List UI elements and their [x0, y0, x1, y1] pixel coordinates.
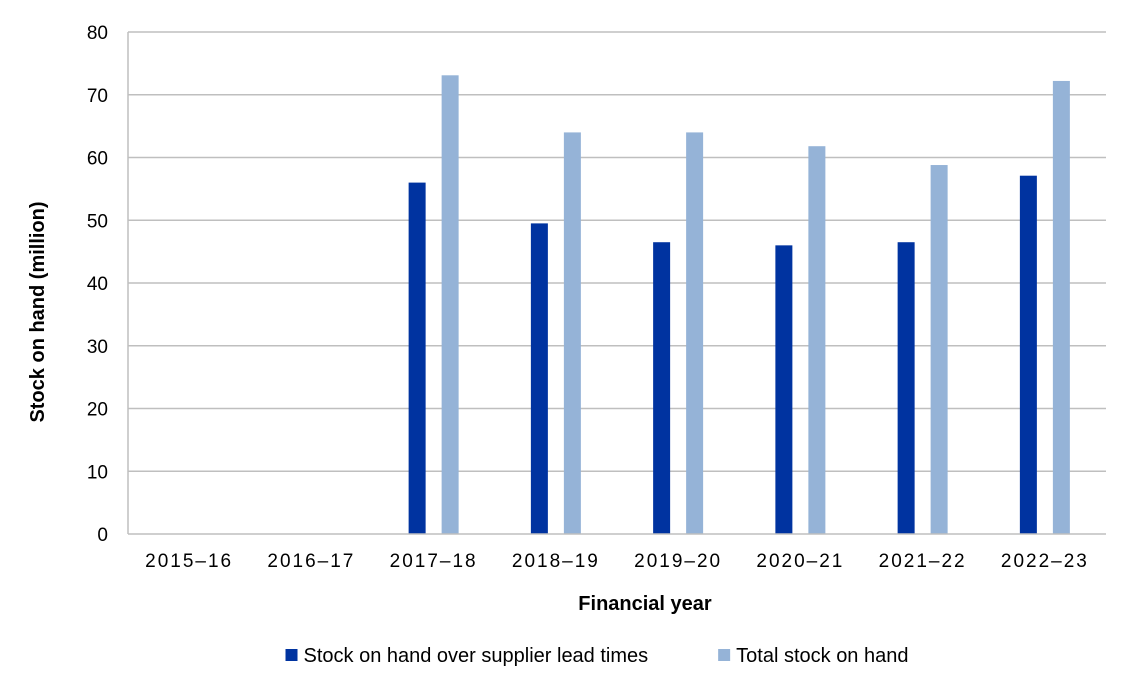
- bar: [1019, 175, 1037, 534]
- y-tick-label: 30: [87, 337, 108, 358]
- x-tick-label: 2020–21: [756, 551, 844, 572]
- x-tick-label: 2022–23: [1001, 551, 1089, 572]
- bars: [408, 75, 1070, 535]
- axes: 0 10 20 30 40 50 60 70 80 2015–16 2016–17 2017–18 20…: [87, 23, 1106, 572]
- x-tick-label: 2019–20: [634, 551, 722, 572]
- x-tick-label: 2021–22: [879, 551, 967, 572]
- y-tick-label: 50: [87, 211, 108, 232]
- legend-label: Stock on hand over supplier lead times: [304, 645, 649, 667]
- y-tick-label: 60: [87, 149, 108, 170]
- y-axis-title: Stock on hand (million): [27, 201, 49, 422]
- bar: [775, 245, 793, 534]
- bar: [686, 132, 704, 534]
- y-tick-label: 70: [87, 86, 108, 107]
- legend: Stock on hand over supplier lead times To…: [285, 645, 908, 667]
- y-tick-label: 40: [87, 274, 108, 295]
- x-tick-label: 2017–18: [390, 551, 478, 572]
- legend-item: Total stock on hand: [718, 645, 908, 667]
- gridlines: [128, 31, 1106, 472]
- bar: [441, 75, 459, 535]
- bar: [653, 242, 671, 534]
- legend-swatch: [285, 649, 298, 661]
- legend-item: Stock on hand over supplier lead times: [285, 645, 649, 667]
- bar: [530, 223, 548, 534]
- y-tick-label: 10: [87, 462, 108, 483]
- bar: [408, 182, 426, 534]
- y-tick-label: 80: [87, 23, 108, 44]
- x-tick-label: 2015–16: [145, 551, 233, 572]
- bar: [563, 132, 581, 534]
- y-tick-label: 20: [87, 400, 108, 421]
- bar: [930, 165, 948, 534]
- legend-swatch: [718, 649, 731, 661]
- x-tick-label: 2016–17: [267, 551, 355, 572]
- bar: [897, 242, 915, 534]
- y-tick-label: 0: [97, 525, 108, 546]
- bar: [808, 146, 826, 534]
- x-axis-title: Financial year: [578, 593, 712, 615]
- x-tick-label: 2018–19: [512, 551, 600, 572]
- legend-label: Total stock on hand: [736, 645, 908, 667]
- bar: [1052, 80, 1070, 534]
